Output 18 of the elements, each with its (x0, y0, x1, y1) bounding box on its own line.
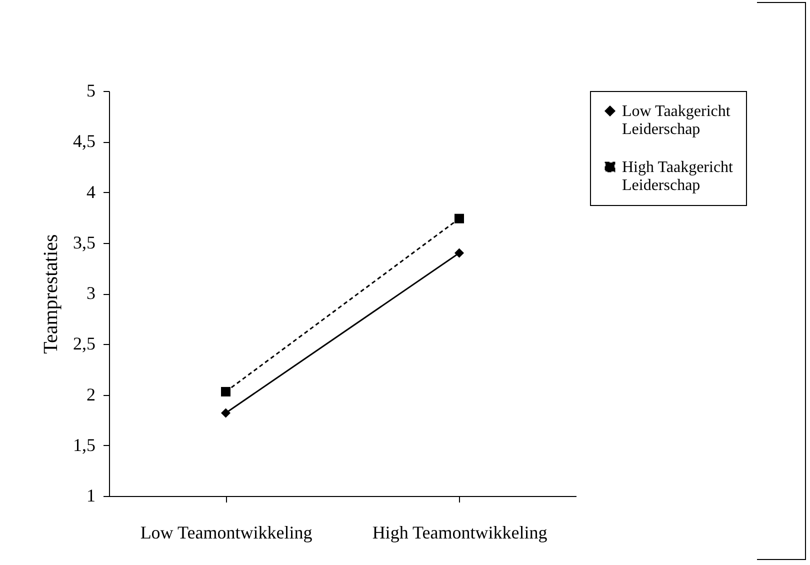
y-tick-label: 5 (86, 80, 96, 100)
y-tick-label: 2,5 (73, 334, 96, 354)
x-tick-label: Low Teamontwikkeling (140, 522, 312, 542)
y-tick-label: 2 (86, 384, 96, 404)
y-tick-label: 4 (86, 182, 96, 202)
point (221, 386, 230, 396)
y-tick-label: 4,5 (73, 131, 96, 152)
point (221, 408, 230, 418)
y-tick-label: 1 (86, 486, 96, 506)
point (454, 214, 464, 224)
x-tick-label: High Teamontwikkeling (372, 522, 548, 542)
y-tick-label: 3 (86, 283, 96, 303)
y-tick-label: 1,5 (73, 434, 96, 455)
point (454, 248, 464, 258)
y-axis-title: Teamprestaties (40, 234, 62, 354)
y-tick-label: 3,5 (73, 232, 96, 252)
legend-label: High Taakgericht Leiderschap (622, 159, 734, 194)
legend-label: Low Taakgericht Leiderschap (622, 103, 731, 138)
